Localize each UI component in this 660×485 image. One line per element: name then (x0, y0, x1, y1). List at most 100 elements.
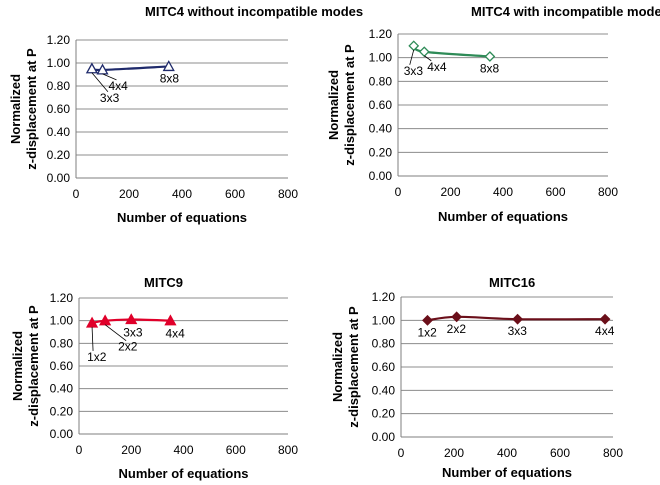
x-tick-label-4-3: 600 (550, 446, 570, 460)
x-tick-label-1-4: 800 (278, 187, 298, 201)
x-tick-label-4-0: 0 (398, 446, 405, 460)
y-tick-label-2-5: 1.00 (369, 51, 393, 65)
data-label-2-1: 3x3 (404, 64, 424, 78)
data-label-1-3: 8x8 (160, 71, 180, 85)
y-tick-label-2-0: 0.00 (369, 169, 393, 183)
data-point-4-1 (422, 314, 433, 326)
x-tick-label-1-3: 600 (225, 187, 245, 201)
y-tick-label-1-2: 0.40 (47, 125, 71, 139)
y-tick-label-3-6: 1.20 (50, 291, 74, 305)
y-axis-label-1-2: z-displacement at P (24, 48, 39, 170)
y-axis-label-3-1: Normalized (10, 331, 25, 401)
data-point-1-3 (162, 60, 175, 72)
y-axis-label-4-1: Normalized (330, 332, 345, 402)
data-label-3-2: 2x2 (118, 340, 138, 354)
x-tick-label-1-0: 0 (73, 187, 80, 201)
chart-title-3: MITC9 (144, 275, 183, 290)
x-tick-label-3-2: 400 (173, 443, 193, 457)
y-tick-label-3-5: 1.00 (50, 314, 74, 328)
x-tick-label-1-1: 200 (119, 187, 139, 201)
data-point-2-2 (418, 46, 430, 58)
y-tick-label-4-1: 0.20 (372, 407, 396, 421)
x-tick-label-3-0: 0 (76, 443, 83, 457)
x-tick-label-1-2: 400 (172, 187, 192, 201)
data-label-4-2: 2x2 (447, 322, 467, 336)
y-axis-label-2-2: z-displacement at P (342, 44, 357, 166)
y-tick-label-4-2: 0.40 (372, 383, 396, 397)
leader-line-2-2 (424, 55, 432, 62)
y-tick-label-3-4: 0.80 (50, 336, 74, 350)
x-axis-label-4: Number of equations (442, 465, 572, 480)
x-axis-label-1: Number of equations (117, 210, 247, 225)
chart-1: 0.00 0.20 0.40 0.60 0.80 1.00 1.20 0 200 400 600 80… (8, 4, 363, 225)
data-point-4-3 (512, 313, 524, 325)
data-point-2-3 (484, 51, 496, 62)
y-tick-label-1-1: 0.20 (47, 148, 71, 162)
chart-title-4: MITC16 (489, 275, 535, 290)
data-label-3-4: 4x4 (165, 327, 185, 341)
y-tick-label-2-4: 0.80 (369, 74, 393, 88)
series-line-4 (427, 315, 606, 322)
x-tick-label-2-1: 200 (440, 185, 460, 199)
y-tick-label-1-5: 1.00 (47, 56, 71, 70)
data-point-4-2 (451, 311, 463, 323)
x-tick-label-2-3: 600 (545, 185, 565, 199)
y-axis-label-2-1: Normalized (326, 70, 341, 140)
x-tick-label-3-4: 800 (278, 443, 298, 457)
y-tick-label-4-0: 0.00 (372, 430, 396, 444)
x-tick-label-2-4: 800 (598, 185, 618, 199)
x-axis-label-2: Number of equations (438, 209, 568, 224)
y-axis-label-1-1: Normalized (8, 74, 23, 144)
y-tick-label-1-0: 0.00 (47, 171, 71, 185)
series-line-3 (91, 318, 171, 325)
leader-line-3-1 (91, 326, 94, 351)
leader-line-2-1 (409, 49, 415, 65)
data-label-3-3: 3x3 (123, 326, 143, 340)
data-point-1-1 (85, 62, 99, 74)
data-label-3-1: 1x2 (87, 350, 107, 364)
chart-4: 0.00 0.20 0.40 0.60 0.80 1.00 1.20 0 200 400 600 80… (330, 275, 623, 480)
y-tick-label-2-6: 1.20 (369, 27, 393, 41)
chart-2: 0.00 0.20 0.40 0.60 0.80 1.00 1.20 0 200 400 600 80… (326, 4, 660, 224)
y-tick-label-1-4: 0.80 (47, 79, 71, 93)
y-tick-label-1-3: 0.60 (47, 102, 71, 116)
data-label-1-2: 4x4 (109, 79, 129, 93)
y-tick-label-3-2: 0.40 (50, 382, 74, 396)
y-tick-label-2-3: 0.60 (369, 98, 393, 112)
data-label-2-2: 4x4 (427, 60, 447, 74)
y-tick-label-4-5: 1.00 (372, 313, 396, 327)
x-tick-label-4-4: 800 (603, 446, 623, 460)
leader-line-1-2 (102, 73, 117, 81)
y-tick-label-3-1: 0.20 (50, 404, 74, 418)
y-tick-label-3-0: 0.00 (50, 427, 74, 441)
x-tick-label-2-2: 400 (493, 185, 513, 199)
x-tick-label-4-2: 400 (497, 446, 517, 460)
y-tick-label-2-1: 0.20 (369, 145, 393, 159)
data-point-3-3 (125, 313, 138, 325)
y-tick-label-4-6: 1.20 (372, 290, 396, 304)
data-point-3-4 (164, 314, 177, 326)
y-tick-label-4-3: 0.60 (372, 360, 396, 374)
chart-3: 0.00 0.20 0.40 0.60 0.80 1.00 1.20 0 200 400 600 80… (10, 275, 298, 481)
x-tick-label-3-3: 600 (226, 443, 246, 457)
y-tick-label-3-3: 0.60 (50, 359, 74, 373)
data-label-1-1: 3x3 (100, 91, 120, 105)
x-axis-label-3: Number of equations (118, 466, 248, 481)
x-tick-label-3-1: 200 (121, 443, 141, 457)
x-tick-label-2-0: 0 (395, 185, 402, 199)
leader-line-3-2 (104, 324, 127, 341)
data-label-2-3: 8x8 (480, 61, 500, 75)
chart-title-1: MITC4 without incompatible modes (145, 4, 363, 19)
chart-title-2: MITC4 with incompatible modes (471, 4, 660, 19)
data-label-4-3: 3x3 (508, 324, 528, 338)
leader-line-1-1 (91, 72, 109, 93)
x-tick-label-4-1: 200 (444, 446, 464, 460)
y-tick-label-2-2: 0.40 (369, 122, 393, 136)
data-point-4-4 (599, 313, 611, 325)
y-axis-label-3-2: z-displacement at P (26, 305, 41, 427)
y-tick-label-4-4: 0.80 (372, 337, 396, 351)
data-label-4-1: 1x2 (418, 325, 438, 339)
data-label-4-4: 4x4 (595, 324, 615, 338)
y-axis-label-4-2: z-displacement at P (346, 306, 361, 428)
